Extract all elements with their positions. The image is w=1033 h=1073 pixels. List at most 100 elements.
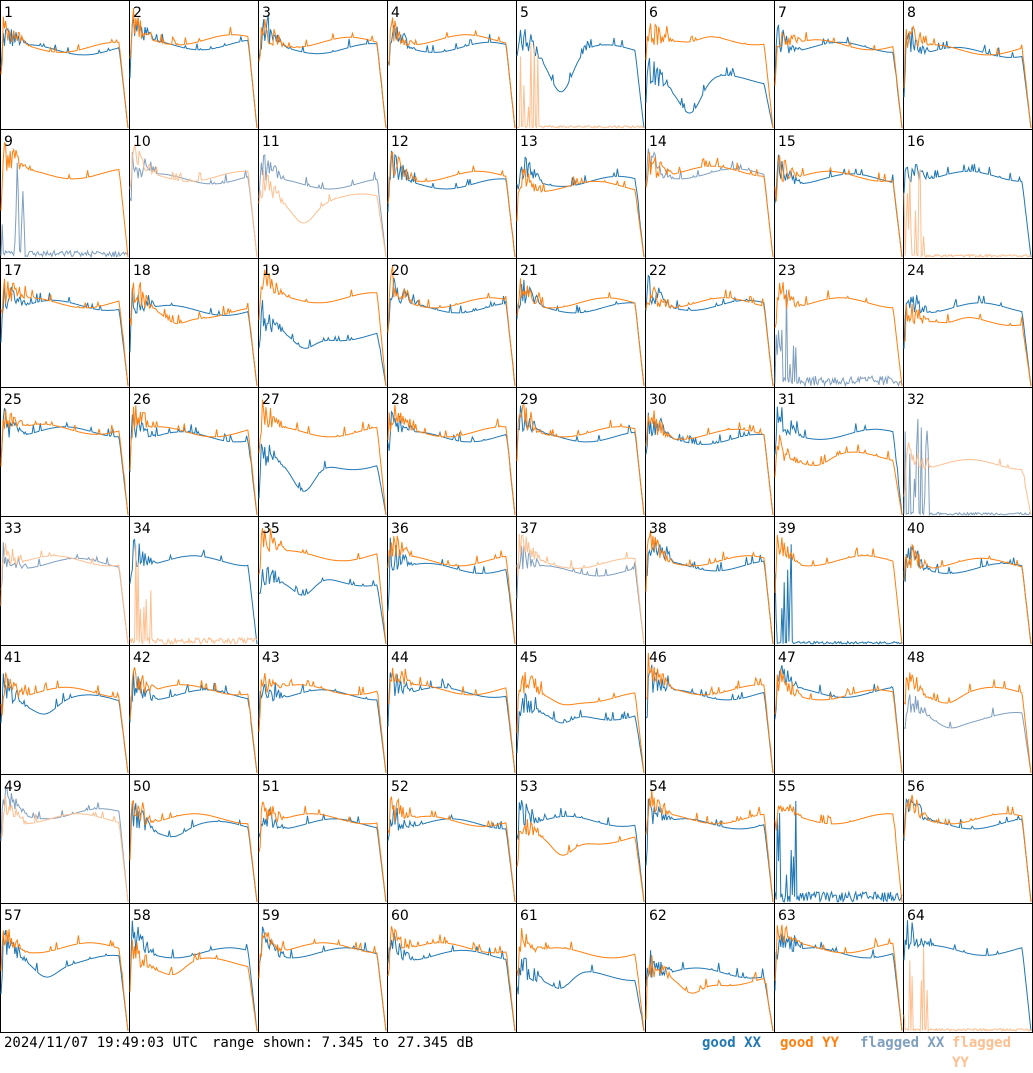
xx-trace [129,411,258,516]
yy-trace [774,434,903,516]
yy-trace [645,529,774,645]
xx-trace [258,808,387,903]
panel-51: 51 [258,774,388,904]
panel-label: 44 [391,650,409,666]
panel-frame [645,258,775,388]
panel-label: 58 [133,908,151,924]
yy-trace [516,533,645,645]
panel-41: 41 [0,645,130,775]
panel-label: 15 [778,134,796,150]
panel-15: 15 [774,129,904,259]
panel-frame [645,387,775,517]
panel-30: 30 [645,387,775,517]
panel-9: 9 [0,129,130,259]
panel-61: 61 [516,903,646,1033]
xx-trace [387,24,516,129]
yy-trace [258,931,387,1032]
yy-trace [387,796,516,903]
panel-frame [516,774,646,904]
xx-trace [129,920,258,1032]
panel-1: 1 [0,0,130,130]
yy-trace [258,399,387,516]
panel-47: 47 [774,645,904,775]
panel-frame [516,129,646,259]
panel-frame [774,129,904,259]
yy-trace [774,31,903,129]
xx-trace [645,950,774,1032]
panel-29: 29 [516,387,646,517]
xx-trace [903,418,1032,516]
yy-trace [129,8,258,129]
panel-frame [387,645,517,775]
spectra-grid: 1 2 3 4 5 6 7 8 9 10 11 12 13 14 15 16 17 18 19 20 21 22 23 24 2… [0,0,1033,1033]
panel-label: 2 [133,5,142,21]
panel-49: 49 [0,774,130,904]
yy-trace [129,667,258,774]
panel-frame [774,516,904,646]
panel-label: 29 [520,392,538,408]
panel-57: 57 [0,903,130,1033]
panel-label: 18 [133,263,151,279]
yy-trace [516,43,645,129]
xx-trace [516,29,645,129]
yy-trace [0,409,129,516]
xx-trace [903,694,1032,774]
yy-trace [258,673,387,774]
panel-label: 54 [649,779,667,795]
yy-trace [774,669,903,774]
panel-frame [903,258,1033,388]
panel-label: 27 [262,392,280,408]
panel-42: 42 [129,645,259,775]
panel-label: 60 [391,908,409,924]
yy-trace [129,799,258,903]
panel-frame [129,0,259,130]
yy-trace [903,24,1032,129]
yy-trace [258,527,387,645]
panel-label: 59 [262,908,280,924]
xx-trace [258,566,387,645]
panel-52: 52 [387,774,517,904]
yy-trace [0,142,129,258]
panel-label: 21 [520,263,538,279]
xx-trace [129,672,258,774]
panel-label: 52 [391,779,409,795]
panel-frame [258,516,388,646]
panel-label: 38 [649,521,667,537]
footer: 2024/11/07 19:49:03 UTC range shown: 7.3… [0,1033,1033,1071]
panel-label: 1 [4,5,13,21]
xx-trace [0,786,129,903]
xx-trace [387,805,516,903]
panel-label: 42 [133,650,151,666]
yy-trace [645,410,774,516]
xx-trace [774,406,903,516]
panel-label: 56 [907,779,925,795]
panel-21: 21 [516,258,646,388]
panel-17: 17 [0,258,130,388]
panel-18: 18 [129,258,259,388]
panel-frame [903,516,1033,646]
yy-trace [645,789,774,903]
panel-12: 12 [387,129,517,259]
panel-label: 39 [778,521,796,537]
panel-label: 43 [262,650,280,666]
panel-frame [774,0,904,130]
panel-frame [387,258,517,388]
panel-frame [258,903,388,1033]
panel-63: 63 [774,903,904,1033]
panel-48: 48 [903,645,1033,775]
xx-trace [258,926,387,1032]
panel-label: 9 [4,134,13,150]
yy-trace [516,278,645,387]
yy-trace [645,954,774,1032]
yy-trace [774,155,903,258]
panel-label: 50 [133,779,151,795]
panel-label: 45 [520,650,538,666]
panel-frame [129,258,259,388]
panel-13: 13 [516,129,646,259]
xx-trace [774,289,903,388]
panel-53: 53 [516,774,646,904]
panel-32: 32 [903,387,1033,517]
panel-label: 47 [778,650,796,666]
yy-trace [258,169,387,258]
